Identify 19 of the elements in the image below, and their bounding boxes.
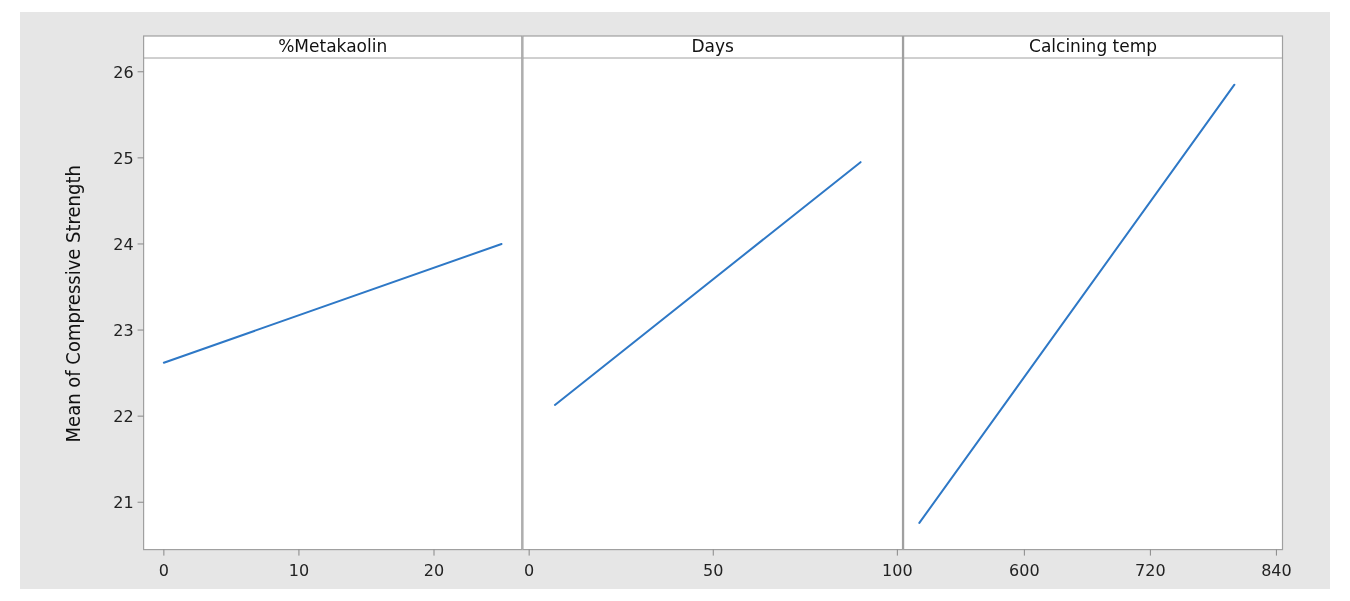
x-tick-label: 100	[882, 560, 913, 580]
y-tick-label: 24	[113, 234, 134, 254]
x-tick-label: 10	[288, 560, 310, 580]
chart-title: %Metakaolin	[278, 36, 388, 56]
y-tick-label: 21	[113, 493, 134, 513]
x-tick-label: 0	[158, 560, 169, 580]
x-tick-label: 20	[423, 560, 445, 580]
x-tick-label: 600	[1009, 560, 1040, 580]
x-tick-label: 840	[1261, 560, 1292, 580]
y-tick-label: 25	[113, 148, 134, 168]
x-tick-label: 50	[703, 560, 724, 580]
y-tick-label: 23	[113, 321, 134, 341]
y-axis-title: Mean of Compressive Strength	[61, 165, 85, 443]
chart-title: Calcining temp	[1029, 36, 1158, 56]
x-tick-label: 720	[1135, 560, 1166, 580]
x-tick-label: 0	[524, 560, 535, 580]
chart-title: Days	[691, 36, 735, 56]
y-tick-label: 22	[113, 407, 134, 427]
y-tick-label: 26	[113, 62, 134, 82]
